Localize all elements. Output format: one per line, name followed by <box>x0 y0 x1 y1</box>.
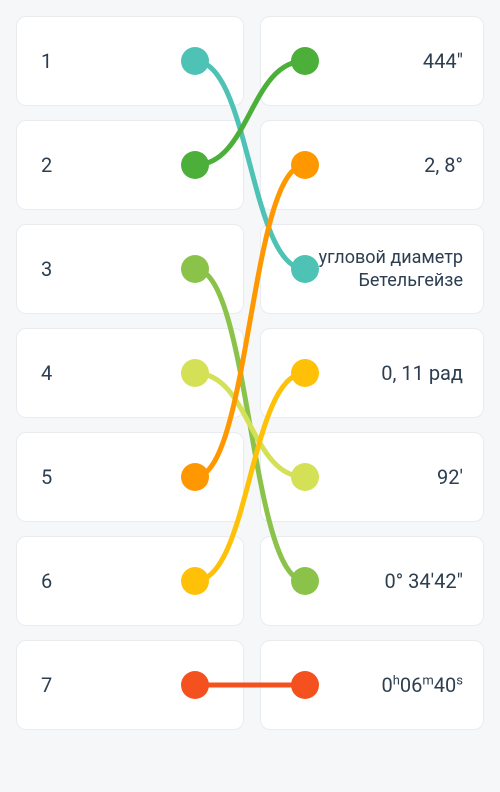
left-label: 2 <box>41 153 52 177</box>
right-card[interactable]: 2, 8° <box>260 120 484 210</box>
left-card[interactable]: 1 <box>16 16 244 106</box>
left-label: 3 <box>41 257 52 281</box>
match-row: 1 444″ <box>16 16 484 106</box>
right-card[interactable]: 0° 34′42″ <box>260 536 484 626</box>
match-row: 4 0, 11 рад <box>16 328 484 418</box>
left-card[interactable]: 5 <box>16 432 244 522</box>
right-card[interactable]: 92′ <box>260 432 484 522</box>
left-card[interactable]: 6 <box>16 536 244 626</box>
left-card[interactable]: 4 <box>16 328 244 418</box>
right-label: 0° 34′42″ <box>384 569 463 593</box>
right-card[interactable]: угловой диаметр Бетельгейзе <box>260 224 484 314</box>
right-label: 2, 8° <box>424 153 463 177</box>
left-card[interactable]: 2 <box>16 120 244 210</box>
left-label: 5 <box>41 465 52 489</box>
left-label: 4 <box>41 361 52 385</box>
match-row: 6 0° 34′42″ <box>16 536 484 626</box>
left-label: 6 <box>41 569 52 593</box>
right-label: 0, 11 рад <box>381 361 463 385</box>
right-label: 444″ <box>423 49 463 73</box>
match-row: 7 0h06m40s <box>16 640 484 730</box>
right-label: угловой диаметр Бетельгейзе <box>261 246 463 293</box>
match-row: 3 угловой диаметр Бетельгейзе <box>16 224 484 314</box>
right-label: 0h06m40s <box>381 673 463 697</box>
left-label: 7 <box>41 673 52 697</box>
left-card[interactable]: 3 <box>16 224 244 314</box>
right-card[interactable]: 0h06m40s <box>260 640 484 730</box>
left-label: 1 <box>41 49 52 73</box>
match-row: 5 92′ <box>16 432 484 522</box>
right-card[interactable]: 0, 11 рад <box>260 328 484 418</box>
match-row: 2 2, 8° <box>16 120 484 210</box>
matching-container: 1 444″ 2 2, 8° 3 угловой диаметр Бетельгейзе 4… <box>0 0 500 792</box>
left-card[interactable]: 7 <box>16 640 244 730</box>
right-card[interactable]: 444″ <box>260 16 484 106</box>
right-label: 92′ <box>437 465 463 489</box>
